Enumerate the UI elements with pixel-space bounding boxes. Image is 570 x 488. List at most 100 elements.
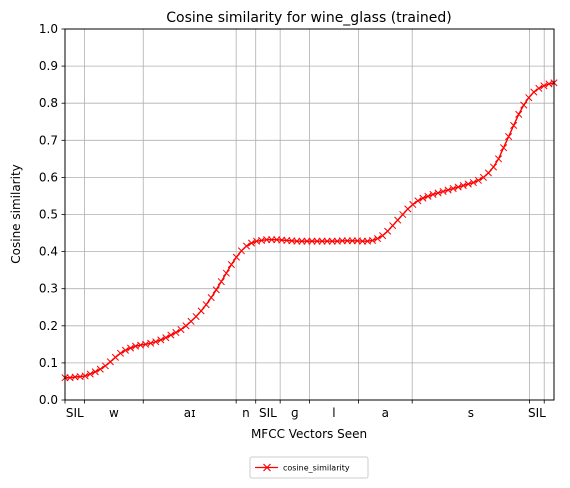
data-point-marker (323, 237, 331, 245)
data-point-marker (454, 183, 462, 191)
data-point-marker (147, 339, 155, 347)
plot-frame (64, 28, 555, 401)
data-point-marker (177, 325, 185, 334)
y-tick-label: 0.2 (39, 319, 58, 333)
y-tick-label: 0.5 (39, 208, 58, 222)
axis-ticks: 0.0 0.1 0.2 0.3 0.4 0.5 0.6 0.7 0.8 0.9 1.0 SIL w aɪ n… (39, 22, 546, 420)
data-point-marker (268, 236, 276, 244)
data-point-marker (439, 187, 447, 196)
y-tick-label: 0.6 (39, 170, 58, 184)
data-point-marker (328, 237, 336, 245)
data-point-marker (489, 163, 498, 171)
data-point-marker (212, 286, 220, 294)
phone-label: SIL (66, 406, 84, 420)
data-point-marker (505, 133, 513, 141)
data-point-marker (263, 236, 271, 244)
data-point-marker (338, 237, 346, 245)
data-point-marker (303, 237, 311, 245)
data-point-marker (449, 184, 457, 193)
phone-label: a (382, 406, 389, 420)
phone-label: SIL (259, 406, 277, 420)
data-point-marker (459, 182, 467, 190)
y-tick-label: 0.1 (39, 356, 58, 370)
y-tick-label: 0.3 (39, 282, 58, 296)
data-point-marker (318, 237, 326, 245)
data-point-marker (484, 169, 493, 177)
data-point-marker (227, 261, 235, 269)
data-point-marker (202, 301, 210, 309)
data-point-marker (469, 179, 477, 187)
data-point-marker (121, 346, 130, 354)
legend-marker (263, 463, 271, 472)
data-point-marker (494, 155, 503, 163)
phone-label: l (332, 406, 335, 420)
data-point-marker (207, 294, 215, 302)
data-point-marker (368, 236, 377, 245)
y-tick-label: 0.0 (39, 393, 58, 407)
data-point-marker (500, 144, 508, 152)
data-point-marker (474, 176, 482, 184)
data-point-marker (222, 269, 230, 277)
data-point-marker (86, 370, 94, 378)
data-point-marker (81, 372, 89, 380)
grid (64, 28, 554, 401)
data-point-marker (308, 237, 316, 245)
series-cosine-similarity (61, 79, 558, 382)
data-point-marker (535, 84, 543, 92)
phone-label: s (468, 406, 474, 420)
data-point-marker (157, 336, 165, 344)
data-point-marker (358, 237, 366, 245)
data-point-marker (464, 180, 472, 188)
data-point-marker (424, 192, 432, 200)
data-point-marker (116, 349, 125, 357)
data-point-marker (313, 237, 321, 245)
data-point-marker (515, 110, 523, 118)
y-tick-label: 0.4 (39, 245, 58, 259)
legend-label: cosine_similarity (283, 464, 350, 473)
data-point-marker (126, 344, 135, 352)
data-point-marker (111, 353, 119, 361)
y-axis-label: Cosine similarity (9, 164, 23, 263)
y-tick-label: 0.8 (39, 96, 58, 110)
data-point-marker (520, 101, 528, 109)
legend: cosine_similarity (249, 456, 369, 479)
chart-title: Cosine similarity for wine_glass (traine… (166, 10, 451, 26)
data-point-marker (540, 82, 548, 90)
y-tick-label: 0.7 (39, 133, 58, 147)
x-axis-label: MFCC Vectors Seen (251, 427, 367, 441)
data-point-marker (167, 331, 175, 339)
data-point-marker (414, 197, 422, 205)
y-tick-label: 1.0 (39, 22, 58, 36)
phone-label: SIL (528, 406, 546, 420)
data-point-marker (434, 189, 442, 197)
data-point-marker (101, 362, 109, 370)
data-point-marker (152, 338, 160, 346)
data-point-marker (510, 121, 518, 130)
data-point-marker (247, 239, 256, 247)
data-point-marker (374, 235, 382, 243)
data-point-marker (91, 368, 99, 376)
data-point-marker (162, 334, 170, 342)
data-point-marker (197, 307, 205, 315)
y-tick-label: 0.9 (39, 59, 58, 73)
data-point-marker (242, 242, 251, 250)
data-point-marker (298, 237, 306, 245)
phone-label: n (242, 406, 250, 420)
data-point-marker (96, 365, 104, 373)
data-point-marker (232, 253, 240, 261)
phone-label: aɪ (184, 406, 196, 420)
data-point-marker (419, 194, 427, 202)
data-point-marker (409, 200, 417, 209)
data-point-marker (429, 190, 437, 199)
data-point-marker (530, 88, 538, 96)
data-point-marker (444, 186, 452, 194)
data-point-marker (217, 278, 225, 286)
legend-box (249, 456, 369, 479)
data-point-marker (293, 237, 301, 245)
data-point-marker (343, 237, 351, 245)
data-point-marker (172, 328, 180, 337)
phone-label: ɡ (291, 406, 299, 420)
phone-label: w (109, 406, 119, 420)
data-point-marker (348, 237, 356, 245)
